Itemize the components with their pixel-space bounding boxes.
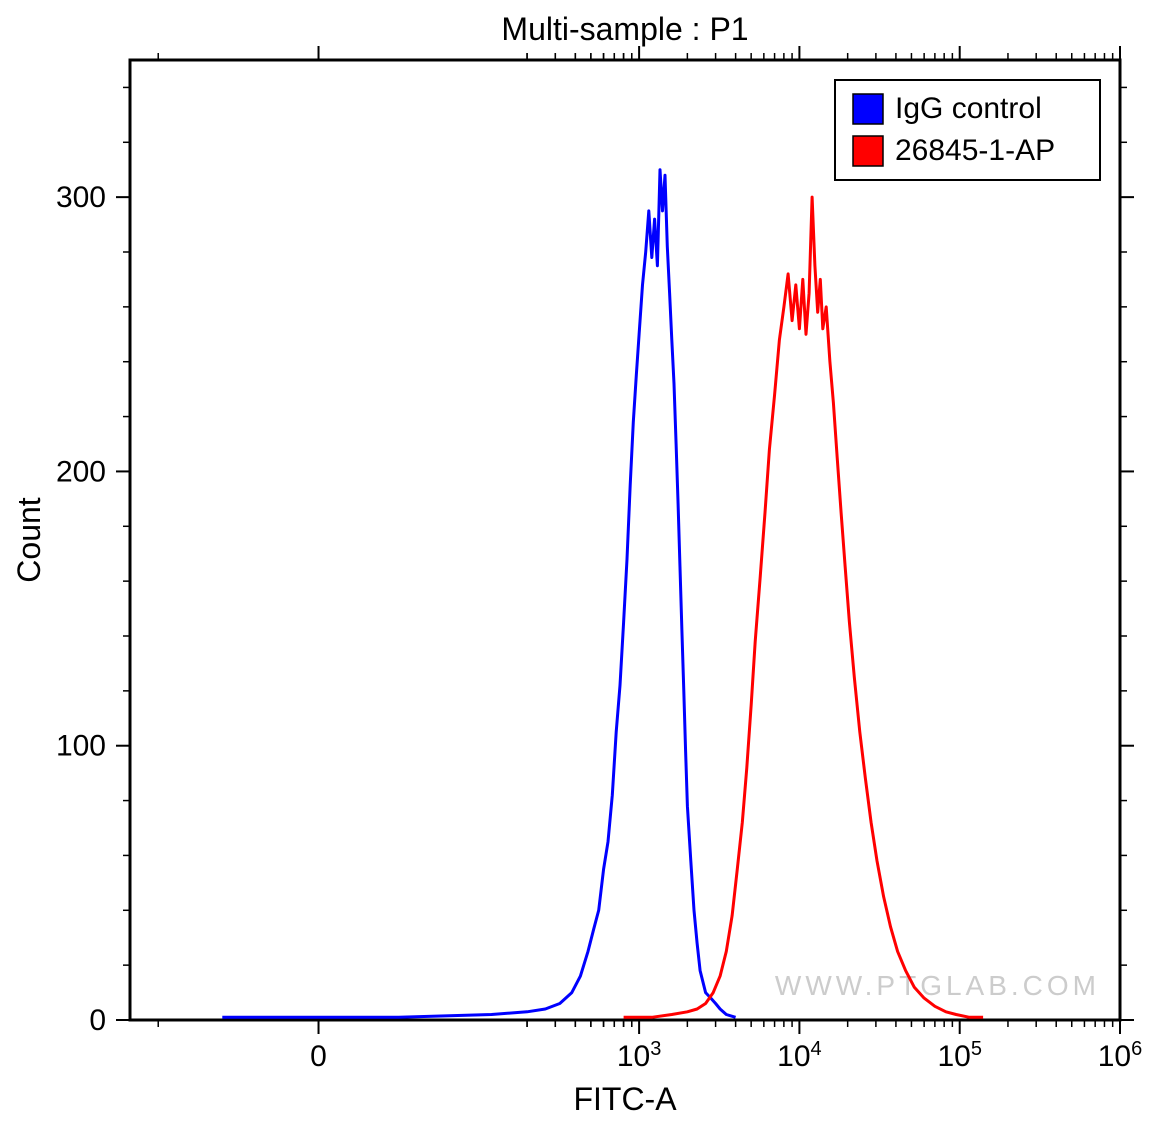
legend-label: 26845-1-AP [895, 134, 1055, 167]
x-tick-label: 106 [1098, 1038, 1143, 1073]
x-axis-label: FITC-A [573, 1081, 677, 1117]
chart-svg: Multi-sample : P1 FITC-A Count WWW.PTGLA… [0, 0, 1153, 1134]
x-tick-label: 104 [777, 1038, 822, 1073]
x-tick-label: 105 [937, 1038, 982, 1073]
legend-swatch [853, 136, 883, 166]
series-26845-1-ap [624, 197, 984, 1017]
watermark-text: WWW.PTGLAB.COM [775, 970, 1100, 1001]
y-tick-label: 300 [56, 181, 106, 214]
plot-border [130, 60, 1120, 1020]
y-tick-label: 100 [56, 730, 106, 763]
legend-swatch [853, 94, 883, 124]
x-tick-label: 0 [310, 1040, 327, 1073]
y-tick-label: 200 [56, 455, 106, 488]
x-tick-label: 103 [617, 1038, 662, 1073]
x-axis-ticks: 0 103 104 105 106 [158, 46, 1142, 1073]
series-lines [222, 170, 983, 1018]
legend-label: IgG control [895, 92, 1042, 125]
legend: IgG control 26845-1-AP [835, 80, 1100, 180]
y-axis-label: Count [11, 497, 47, 583]
y-tick-label: 0 [89, 1004, 106, 1037]
chart-title: Multi-sample : P1 [501, 11, 748, 47]
y-axis-ticks: 0 100 200 300 [56, 87, 1134, 1037]
series-igg-control [222, 170, 735, 1018]
flow-cytometry-histogram: Multi-sample : P1 FITC-A Count WWW.PTGLA… [0, 0, 1153, 1134]
